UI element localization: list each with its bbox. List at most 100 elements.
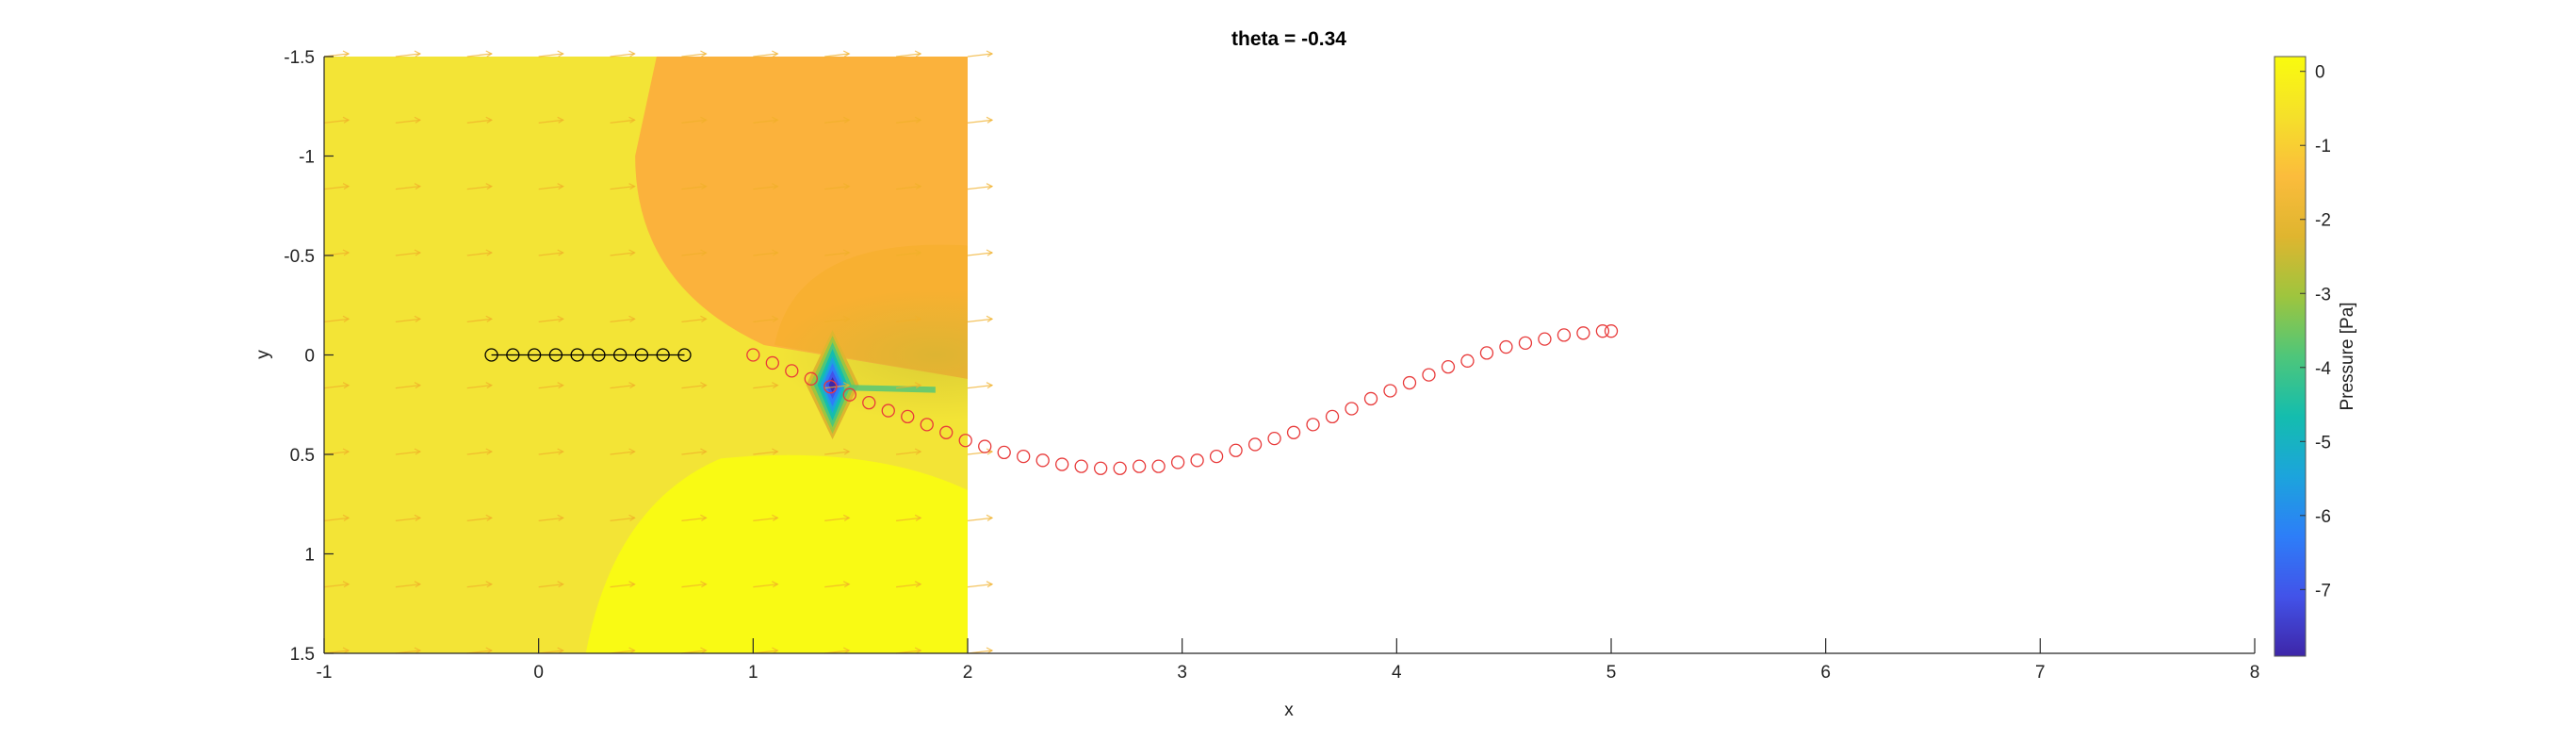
quiver-arrow-head <box>914 249 922 256</box>
series-markers <box>484 324 1619 475</box>
quiver-arrow-head <box>628 183 636 190</box>
series-point <box>1557 328 1572 342</box>
series-point <box>548 348 563 362</box>
quiver-arrow <box>538 186 563 190</box>
quiver-arrow <box>538 584 563 588</box>
series-point <box>746 348 760 362</box>
quiver-arrow-head <box>628 50 636 58</box>
quiver-arrow-head <box>842 50 851 58</box>
quiver-arrow-head <box>986 448 994 455</box>
quiver-arrow <box>681 186 707 190</box>
quiver-arrow <box>466 517 492 521</box>
quiver-arrow <box>681 517 707 521</box>
series-point <box>1267 431 1281 446</box>
colorbar-ticks: 0 -1 -2 -3 -4 -5 -6 -7 <box>2300 63 2331 601</box>
quiver-arrow-head <box>700 514 708 521</box>
quiver-arrow-head <box>772 382 779 389</box>
quiver-arrow-head <box>772 315 779 322</box>
series-point <box>1345 402 1359 416</box>
series-point <box>656 348 670 362</box>
quiver-arrow-head <box>914 116 922 124</box>
quiver-arrow <box>967 252 993 256</box>
quiver-arrow-head <box>914 581 922 588</box>
quiver-arrow-head <box>342 581 351 588</box>
series-point <box>613 348 628 362</box>
series-point <box>1151 459 1166 473</box>
quiver-arrow-head <box>986 183 994 190</box>
series-point <box>677 348 692 362</box>
series-point <box>1055 457 1069 471</box>
series-point <box>1286 425 1301 439</box>
quiver-arrow-head <box>414 183 422 190</box>
series-point <box>1094 461 1108 475</box>
quiver-arrow-head <box>628 315 636 322</box>
quiver-arrow <box>323 186 350 190</box>
quiver-arrow-head <box>342 514 351 521</box>
quiver-arrow <box>466 451 492 455</box>
quiver-arrow <box>681 385 707 389</box>
colorbar-tick-label: -4 <box>2315 359 2331 379</box>
series-point <box>1325 409 1340 424</box>
quiver-arrow <box>967 584 993 588</box>
quiver-arrow-head <box>557 382 564 389</box>
y-tick-label: -1.5 <box>284 48 315 68</box>
quiver-arrow <box>753 252 778 256</box>
x-tick-label: -1 <box>317 663 333 683</box>
quiver-arrow-head <box>914 647 922 654</box>
quiver-arrow <box>395 517 420 521</box>
quiver-arrow <box>681 451 707 455</box>
quiver-arrow-head <box>772 514 779 521</box>
quiver-arrow-head <box>628 514 636 521</box>
quiver-arrow <box>395 119 420 124</box>
x-tick-label: 0 <box>533 663 544 683</box>
colorbar-tick-label: -5 <box>2315 433 2331 453</box>
quiver-arrow <box>610 584 635 588</box>
quiver-arrow-head <box>842 249 851 256</box>
quiver-arrow <box>753 53 778 58</box>
quiver-arrow-head <box>485 382 494 389</box>
quiver-arrow <box>967 385 993 389</box>
quiver-arrow <box>538 318 563 322</box>
quiver-arrow <box>824 119 850 124</box>
quiver-arrow-head <box>485 183 494 190</box>
chart-title: theta = -0.34 <box>1231 28 1346 50</box>
quiver-arrow <box>753 318 778 322</box>
series-point <box>1576 326 1590 340</box>
quiver-arrow-head <box>986 647 994 654</box>
quiver-arrow-head <box>842 183 851 190</box>
colorbar-tick-label: -2 <box>2315 211 2331 231</box>
quiver-arrow <box>323 318 350 322</box>
quiver-arrow <box>610 318 635 322</box>
series-point <box>1209 449 1224 464</box>
quiver-arrow <box>395 53 420 58</box>
quiver-arrow <box>681 318 707 322</box>
quiver-arrow <box>753 517 778 521</box>
quiver-arrow <box>538 252 563 256</box>
quiver-arrow-head <box>842 116 851 124</box>
series-point <box>1190 453 1204 468</box>
quiver-arrow-head <box>342 448 351 455</box>
quiver-arrow-head <box>414 116 422 124</box>
quiver-arrow-head <box>628 581 636 588</box>
quiver-arrow <box>896 252 921 256</box>
series-point <box>978 439 992 453</box>
quiver-arrow-head <box>557 448 564 455</box>
colorbar-tick-label: -3 <box>2315 285 2331 305</box>
quiver-arrow-head <box>557 249 564 256</box>
quiver-arrow <box>323 517 350 521</box>
quiver-arrow <box>466 584 492 588</box>
quiver-arrow <box>896 517 921 521</box>
y-tick-label: 0 <box>304 347 315 367</box>
series-point <box>1035 453 1050 468</box>
quiver-arrow <box>681 53 707 58</box>
quiver-arrow <box>466 186 492 190</box>
colorbar: 0 -1 -2 -3 -4 -5 -6 -7 Pressure [Pa] <box>2274 56 2357 657</box>
series-point <box>765 355 779 370</box>
quiver-arrow <box>610 385 635 389</box>
quiver-arrow-head <box>485 315 494 322</box>
quiver-arrow <box>824 451 850 455</box>
quiver-arrow-head <box>842 382 851 389</box>
quiver-arrow-head <box>414 581 422 588</box>
